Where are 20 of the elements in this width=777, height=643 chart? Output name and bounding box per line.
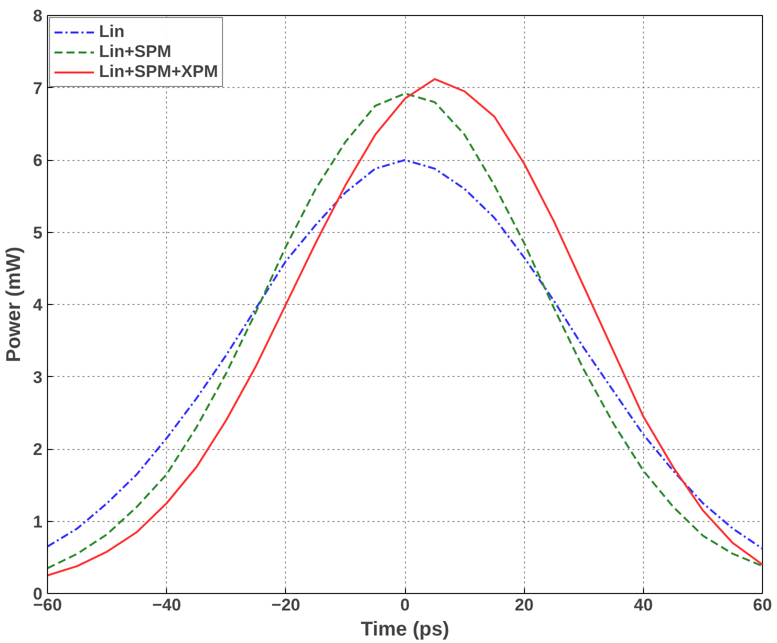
x-tick-label: 60 — [753, 596, 772, 614]
x-tick-label: −20 — [271, 596, 300, 614]
line-series — [48, 159, 762, 550]
x-tick-label: 20 — [514, 596, 534, 614]
y-tick-label: 1 — [33, 512, 43, 532]
legend-label: Lin — [99, 22, 124, 42]
y-axis-title: Power (mW) — [3, 246, 26, 362]
y-tick-label: 7 — [33, 78, 43, 98]
legend-label: Lin+SPM+XPM — [99, 62, 218, 82]
y-tick-label: 6 — [33, 151, 43, 170]
legend-label: Lin+SPM — [99, 42, 172, 62]
y-tick-label: 4 — [33, 296, 44, 314]
y-tick-label: 8 — [33, 6, 43, 26]
y-tick-label: 3 — [33, 368, 43, 387]
x-tick-label: 40 — [634, 596, 653, 614]
x-tick-label: 0 — [400, 596, 410, 614]
x-axis-title: Time (ps) — [360, 618, 450, 640]
x-tick-label: −40 — [152, 596, 182, 614]
y-tick-label: 2 — [33, 440, 43, 459]
y-tick-label: 5 — [33, 223, 43, 242]
